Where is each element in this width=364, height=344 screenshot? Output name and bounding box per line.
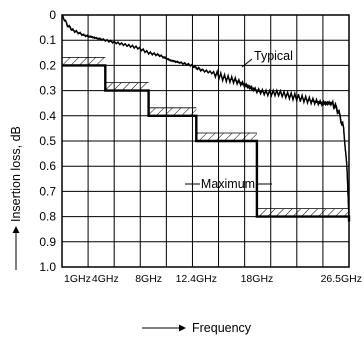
y-tick-label: 0.3: [39, 84, 56, 98]
x-tick-label: 4GHz: [92, 273, 119, 285]
y-tick-label: 0.8: [39, 210, 56, 224]
maximum-hatch-band: [256, 208, 349, 217]
y-tick-labels: 0 0.1 0.2 0.3 0.4 0.5 0.6 0.7 0.8 0.9 1.0: [39, 8, 56, 274]
typical-leader-line: [241, 58, 253, 68]
y-tick-label: 0.5: [39, 134, 56, 148]
x-axis-title-arrow-head: [179, 324, 186, 332]
y-tick-label: 0.9: [39, 235, 56, 249]
x-tick-label: 26.5GHz: [321, 273, 362, 285]
x-axis-title: Frequency: [192, 321, 252, 335]
maximum-hatch-band: [148, 107, 197, 116]
y-tick-label: 0: [49, 8, 56, 22]
plot-frame: [61, 14, 350, 268]
y-tick-label: 0.4: [39, 109, 56, 123]
plot-border: [61, 14, 350, 268]
x-tick-label: 18GHz: [241, 273, 274, 285]
maximum-hatch-band: [62, 57, 106, 66]
maximum-hatch-band: [105, 82, 149, 91]
typical-label: Typical: [254, 49, 293, 63]
grid: [62, 15, 349, 267]
maximum-label: Maximum: [201, 177, 255, 191]
maximum-hatch-band: [196, 133, 257, 141]
y-tick-label: 0.6: [39, 159, 56, 173]
x-tick-label: 8GHz: [135, 273, 162, 285]
x-tick-label: 1GHz: [64, 273, 91, 285]
series-maximum-line: [62, 64, 351, 222]
series-typical-line: [61, 14, 350, 218]
y-tick-label: 0.1: [39, 33, 56, 47]
x-axis-title-group: Frequency: [142, 321, 252, 335]
series: [61, 14, 351, 222]
y-axis-title: Insertion loss, dB: [9, 126, 23, 222]
typical-annotation: Typical: [241, 49, 293, 68]
y-tick-label: 0.2: [39, 58, 56, 72]
y-axis-title-arrow-head: [12, 226, 20, 233]
y-tick-label: 0.7: [39, 184, 56, 198]
y-tick-label: 1.0: [39, 260, 56, 274]
y-axis-title-group: Insertion loss, dB: [9, 126, 23, 270]
maximum-annotation: Maximum: [185, 177, 272, 191]
maximum-hatch-bands: [62, 57, 349, 217]
x-tick-label: 12.4GHz: [176, 273, 217, 285]
x-tick-labels: 1GHz 4GHz 8GHz 12.4GHz 18GHz 26.5GHz: [64, 273, 362, 285]
